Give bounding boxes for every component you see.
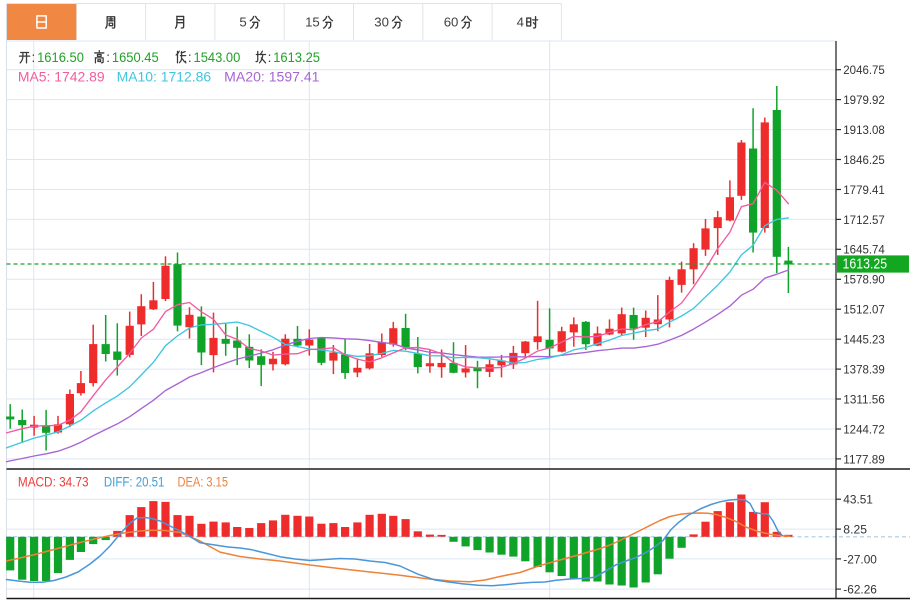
svg-text:5: 5: [239, 15, 246, 30]
svg-text:1311.56: 1311.56: [843, 392, 885, 406]
svg-text:MA10: 1712.86: MA10: 1712.86: [117, 68, 212, 84]
svg-text:1979.92: 1979.92: [843, 93, 885, 107]
svg-text:DIFF: 20.51: DIFF: 20.51: [104, 474, 165, 490]
svg-text:DEA: 3.15: DEA: 3.15: [178, 474, 229, 490]
svg-text:1613.25: 1613.25: [273, 49, 320, 65]
svg-text:1244.72: 1244.72: [843, 422, 885, 436]
svg-text:1613.25: 1613.25: [843, 256, 888, 273]
svg-text:1712.57: 1712.57: [843, 213, 885, 227]
svg-text:8.25: 8.25: [843, 523, 867, 537]
svg-text:2046.75: 2046.75: [843, 63, 885, 77]
svg-text::: :: [32, 50, 36, 65]
svg-text::: :: [188, 50, 192, 65]
svg-text:1543.00: 1543.00: [194, 49, 241, 65]
svg-text:MA5: 1742.89: MA5: 1742.89: [18, 68, 105, 84]
svg-text:MACD: 34.73: MACD: 34.73: [18, 474, 89, 490]
svg-text:30: 30: [374, 15, 389, 30]
svg-text:1846.25: 1846.25: [843, 153, 885, 167]
svg-text:43.51: 43.51: [843, 493, 873, 507]
svg-text:15: 15: [305, 15, 320, 30]
svg-text:1616.50: 1616.50: [37, 49, 84, 65]
svg-text:MA20: 1597.41: MA20: 1597.41: [224, 68, 320, 84]
svg-text:1378.39: 1378.39: [843, 363, 885, 377]
svg-text:1512.07: 1512.07: [843, 303, 885, 317]
svg-text:1177.89: 1177.89: [843, 452, 885, 466]
svg-text::: :: [106, 50, 110, 65]
svg-text::: :: [268, 50, 272, 65]
svg-text:1913.08: 1913.08: [843, 123, 885, 137]
svg-text:1645.74: 1645.74: [843, 243, 885, 257]
svg-text:1779.41: 1779.41: [843, 183, 885, 197]
svg-text:60: 60: [444, 15, 459, 30]
svg-text:1650.45: 1650.45: [112, 49, 159, 65]
svg-text:-62.26: -62.26: [843, 583, 877, 597]
svg-text:1578.90: 1578.90: [843, 273, 885, 287]
svg-text:-27.00: -27.00: [843, 552, 877, 566]
svg-text:4: 4: [517, 15, 524, 30]
svg-text:1445.23: 1445.23: [843, 333, 885, 347]
